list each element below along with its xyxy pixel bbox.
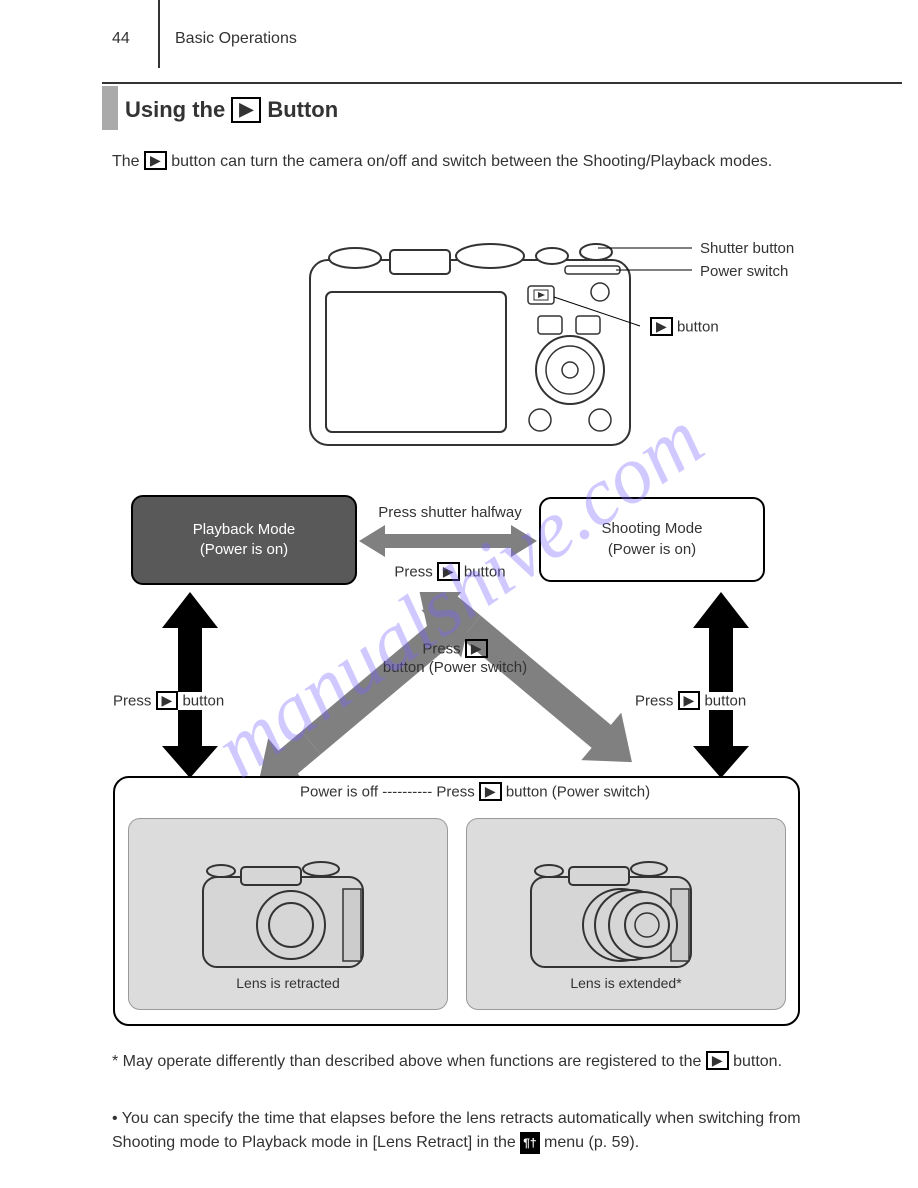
label-power: Power switch (700, 263, 788, 280)
camera-back-illustration (300, 230, 730, 460)
outer-suffix: button (Power switch) (502, 784, 650, 801)
playback-line1: Playback Mode (193, 520, 296, 540)
left-down-suffix: button (178, 693, 224, 710)
body-prefix: The (112, 153, 144, 170)
heading-prefix: Using the (125, 97, 231, 122)
play-icon: ▶ (144, 151, 167, 170)
panel-right-label: Lens is extended* (466, 975, 786, 991)
footnote-1: * May operate differently than described… (112, 1050, 812, 1074)
play-icon: ▶ (479, 782, 502, 801)
dbl-bottom-prefix: Press (394, 564, 437, 581)
play-icon: ▶ (231, 97, 261, 123)
playback-line2: (Power is on) (200, 540, 288, 560)
horizontal-rule (102, 82, 902, 84)
header-separator (158, 0, 160, 68)
dbl-bottom-suffix: button (460, 564, 506, 581)
footnote1-pre: * May operate differently than described… (112, 1053, 706, 1070)
diag-prefix: Press (422, 641, 465, 658)
body-suffix: button can turn the camera on/off and sw… (171, 153, 772, 170)
body-text: The ▶ button can turn the camera on/off … (112, 151, 772, 173)
double-arrow-horizontal (359, 523, 537, 559)
right-up-arrow (693, 592, 749, 692)
label-play-suffix: button (677, 319, 719, 336)
left-down-arrow (162, 710, 218, 778)
outer-prefix: Power is off ---------- Press (300, 784, 479, 801)
diag-arrow-right (390, 592, 690, 778)
shooting-line1: Shooting Mode (602, 519, 703, 539)
right-arrow-label: Press ▶ button (635, 692, 746, 711)
footnote-2: • You can specify the time that elapses … (112, 1107, 812, 1155)
camera-diagram (300, 230, 730, 460)
shooting-mode-box: Shooting Mode (Power is on) (539, 497, 765, 582)
right-down-prefix: Press (635, 693, 678, 710)
right-down-suffix: button (700, 693, 746, 710)
double-arrow-top-label: Press shutter halfway (370, 504, 530, 521)
right-down-arrow (693, 710, 749, 778)
play-icon: ▶ (465, 639, 488, 658)
heading-suffix: Button (267, 97, 338, 122)
tools-icon: ¶† (520, 1132, 539, 1154)
playback-mode-box: Playback Mode (Power is on) (131, 495, 357, 585)
shooting-line2: (Power is on) (608, 540, 696, 560)
diag-arrow-left (230, 592, 530, 778)
play-icon: ▶ (156, 691, 179, 710)
footnote2-tail: menu (p. 59). (544, 1134, 639, 1151)
play-icon: ▶ (706, 1051, 729, 1070)
heading-gray-bar (102, 86, 118, 130)
diag-suffix: button (Power switch) (383, 659, 527, 676)
label-play-button: ▶ button (650, 318, 719, 337)
play-icon: ▶ (650, 317, 673, 336)
footnote2-pre: • You can specify the time that elapses … (112, 1110, 801, 1151)
left-arrow-label: Press ▶ button (113, 692, 224, 711)
panel-left-label: Lens is retracted (128, 975, 448, 991)
play-icon: ▶ (678, 691, 701, 710)
diag-arrow-label: Press ▶ button (Power switch) (330, 640, 580, 676)
section-heading: Using the ▶ Button (125, 97, 338, 124)
page-number: 44 (112, 30, 130, 48)
left-up-arrow (162, 592, 218, 692)
left-down-prefix: Press (113, 693, 156, 710)
power-off-label: Power is off ---------- Press ▶ button (… (300, 783, 650, 802)
play-icon: ▶ (437, 562, 460, 581)
section-title: Basic Operations (175, 30, 297, 48)
camera-front-extended (521, 849, 731, 979)
double-arrow-bottom-label: Press ▶ button (370, 563, 530, 582)
label-shutter: Shutter button (700, 240, 794, 257)
camera-front-retracted (193, 849, 383, 979)
footnote1-tail: button. (733, 1053, 782, 1070)
